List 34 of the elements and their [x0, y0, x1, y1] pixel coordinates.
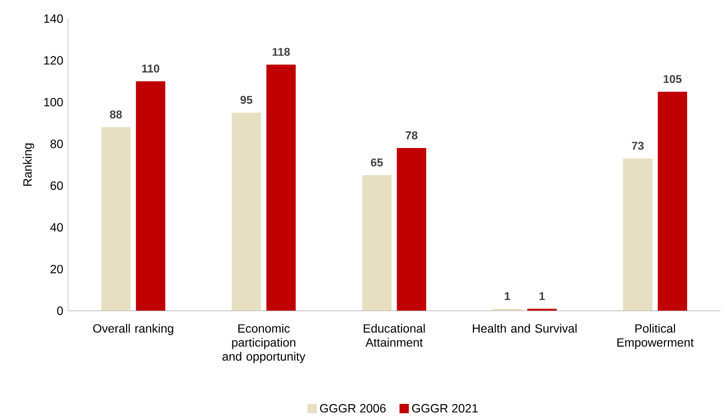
y-tick-label: 100: [44, 98, 63, 107]
bar: [396, 148, 426, 311]
bar: [101, 127, 131, 311]
data-label: 110: [142, 64, 160, 73]
data-label: 88: [110, 110, 122, 119]
x-tick-label: Overall ranking: [93, 324, 174, 336]
bar: [658, 92, 688, 311]
data-label: 1: [540, 292, 545, 300]
y-tick-label: 60: [50, 181, 63, 190]
y-tick-label: 80: [50, 140, 63, 148]
data-label: 118: [272, 48, 290, 56]
y-tick-label: 120: [44, 56, 63, 65]
y-tick-label: 20: [50, 264, 63, 274]
x-tick-label: Health and Survival: [472, 324, 577, 333]
legend-label: GGGR 2006: [320, 404, 386, 413]
y-axis-title: Ranking: [22, 144, 34, 186]
data-label: 1: [504, 292, 510, 300]
data-label: 95: [240, 96, 252, 104]
bar: [362, 175, 392, 311]
bar: [232, 112, 262, 311]
y-tick-label: 40: [50, 223, 63, 232]
bar: [623, 158, 652, 311]
data-label: 78: [406, 131, 418, 140]
legend-label: GGGR 2021: [412, 404, 478, 413]
x-tick-label: Political Empowerment: [617, 324, 694, 350]
x-tick-label: Economic participation and opportunity: [222, 324, 306, 364]
bar: [266, 64, 296, 311]
y-tick-label: 0: [57, 306, 63, 316]
x-tick-label: Educational Attainment: [364, 324, 425, 347]
bar: [136, 81, 166, 311]
data-label: 73: [632, 142, 644, 150]
y-tick-label: 140: [44, 14, 63, 24]
data-label: 105: [664, 75, 682, 84]
data-label: 65: [370, 158, 383, 167]
